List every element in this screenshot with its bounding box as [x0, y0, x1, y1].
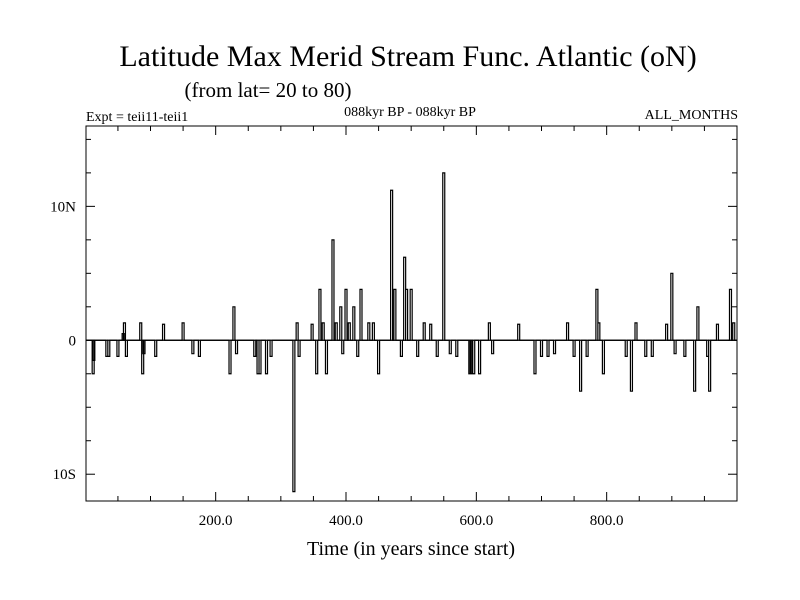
x-tick-label: 400.0: [329, 513, 363, 529]
y-tick-label: 0: [69, 333, 77, 349]
y-tick-label: 10N: [50, 199, 76, 215]
plot-area: 200.0 400.0 600.0 800.0 10S 0 10N: [50, 125, 738, 529]
x-tick-label: 600.0: [459, 513, 493, 529]
x-tick-label: 200.0: [199, 513, 233, 529]
chart-subtitle: (from lat= 20 to 80): [185, 78, 352, 102]
months-label: ALL_MONTHS: [645, 108, 738, 123]
plot-frame: [85, 125, 738, 502]
expt-label: Expt = teii11-teii1: [86, 110, 188, 125]
series-line: [86, 172, 737, 493]
period-label: 088kyr BP - 088kyr BP: [344, 105, 476, 120]
x-tick-label: 800.0: [590, 513, 624, 529]
x-axis-label: Time (in years since start): [307, 538, 515, 560]
y-tick-label: 10S: [53, 467, 76, 483]
chart-title: Latitude Max Merid Stream Func. Atlantic…: [119, 40, 696, 73]
